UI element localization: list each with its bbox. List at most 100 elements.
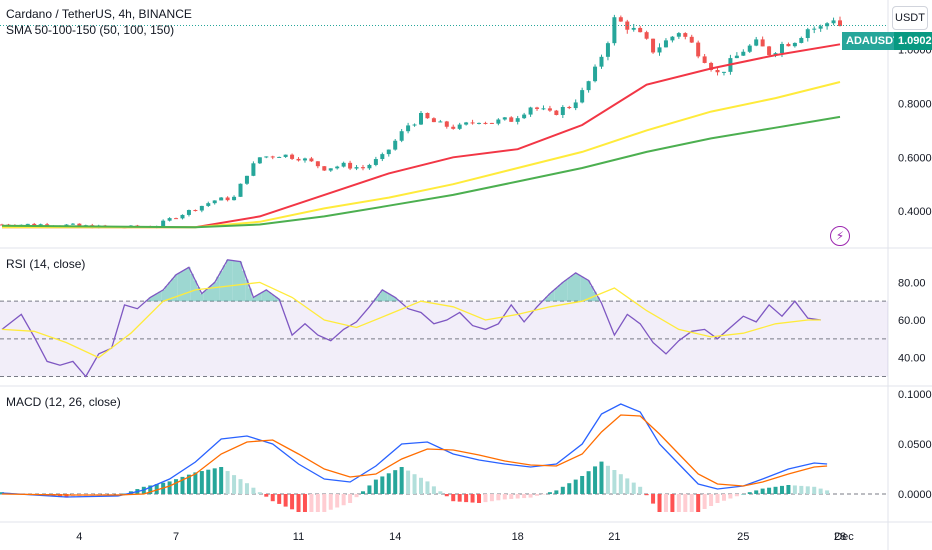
- candle-body: [186, 210, 191, 215]
- macd-histogram-bar: [528, 494, 533, 498]
- candle-body: [167, 218, 172, 221]
- candle-body: [599, 56, 604, 67]
- lightning-icon[interactable]: ⚡: [830, 226, 850, 246]
- candle-body: [244, 175, 249, 184]
- candle-body: [547, 108, 552, 111]
- macd-histogram-bar: [322, 494, 327, 512]
- time-tick-label: 18: [512, 531, 524, 543]
- macd-histogram-bar: [225, 471, 230, 494]
- macd-histogram-bar: [232, 475, 237, 494]
- macd-histogram-bar: [625, 478, 630, 494]
- candle-body: [554, 110, 559, 115]
- macd-histogram-bar: [148, 485, 153, 494]
- candle-body: [825, 23, 830, 27]
- candle-body: [792, 42, 797, 47]
- macd-legend: MACD (12, 26, close): [6, 394, 121, 410]
- candle-body: [219, 197, 224, 201]
- candle-body: [470, 122, 475, 124]
- macd-histogram-bar: [715, 494, 720, 503]
- candle-body: [670, 36, 675, 41]
- macd-histogram-bar: [212, 468, 217, 494]
- time-tick-label: 14: [389, 531, 401, 543]
- macd-histogram-bar: [502, 494, 507, 500]
- macd-histogram-bar: [386, 473, 391, 494]
- candle-body: [657, 47, 662, 53]
- macd-histogram-bar: [560, 486, 565, 494]
- sma-legend: SMA 50-100-150 (50, 100, 150): [6, 23, 175, 37]
- candle-body: [560, 106, 565, 115]
- candle-body: [618, 17, 623, 22]
- macd-histogram-bar: [438, 491, 443, 494]
- macd-histogram-bar: [180, 476, 185, 494]
- macd-histogram-bar: [244, 483, 249, 494]
- macd-histogram-bar: [302, 494, 307, 512]
- candle-body: [586, 81, 591, 91]
- macd-histogram-bar: [689, 494, 694, 512]
- rsi-series-1: [1, 259, 821, 378]
- macd-histogram-bar: [747, 492, 752, 494]
- candle-body: [412, 124, 417, 126]
- macd-series-2: [1, 414, 828, 496]
- macd-histogram-bar: [431, 486, 436, 494]
- macd-histogram-bar: [354, 494, 359, 498]
- macd-histogram-bar: [199, 471, 204, 494]
- macd-histogram-bar: [270, 494, 275, 502]
- candle-body: [64, 224, 69, 226]
- macd-histogram-bar: [489, 494, 494, 502]
- macd-histogram-bar: [206, 469, 211, 494]
- candle-body: [651, 38, 656, 53]
- candle-body: [689, 36, 694, 43]
- macd-histogram-bar: [399, 467, 404, 494]
- macd-histogram-bar: [496, 494, 501, 501]
- candle-body: [367, 164, 372, 169]
- macd-series-1: [1, 403, 828, 498]
- candle-body: [799, 37, 804, 43]
- macd-histogram-bar: [315, 494, 320, 512]
- macd-histogram-bar: [663, 494, 668, 512]
- time-tick-label: 28: [834, 531, 846, 543]
- candle-body: [70, 223, 75, 225]
- candle-body: [315, 161, 320, 167]
- candle-body: [631, 27, 636, 30]
- candle-body: [838, 20, 842, 26]
- macd-histogram-bar: [257, 492, 262, 494]
- candle-body: [509, 117, 514, 122]
- macd-histogram-bar: [702, 494, 707, 509]
- macd-histogram-bar: [593, 466, 598, 494]
- macd-histogram-bar: [541, 494, 546, 495]
- sma-line-1: [2, 43, 841, 229]
- candle-body: [754, 39, 759, 46]
- macd-histogram-bar: [754, 490, 759, 494]
- macd-histogram-bar: [741, 494, 746, 495]
- macd-histogram-bar: [309, 494, 314, 512]
- rsi-pane: [0, 259, 888, 378]
- candle-body: [663, 40, 668, 48]
- macd-histogram-bar: [547, 492, 552, 494]
- candle-body: [251, 163, 256, 176]
- price-pane: [0, 14, 888, 229]
- macd-histogram-bar: [419, 477, 423, 494]
- macd-tick-label: 0.0500: [898, 439, 932, 451]
- macd-histogram-bar: [154, 484, 159, 494]
- macd-pane: [0, 403, 888, 512]
- macd-histogram-bar: [360, 491, 365, 494]
- axes: 1.00000.80000.60000.400080.0060.0040.000…: [76, 45, 931, 543]
- time-tick-label: 4: [76, 531, 82, 543]
- candle-body: [760, 39, 765, 47]
- macd-histogram-bar: [457, 494, 462, 502]
- macd-histogram-bar: [238, 479, 243, 494]
- sma-line-2: [2, 81, 841, 229]
- candle-body: [277, 156, 282, 158]
- macd-histogram-bar: [573, 479, 578, 494]
- rsi-series-2: [1, 281, 821, 359]
- time-tick-label: 21: [608, 531, 620, 543]
- candle-body: [257, 157, 262, 164]
- candle-body: [161, 220, 166, 227]
- currency-button[interactable]: USDT: [892, 6, 928, 30]
- price-tick-label: 0.8000: [898, 98, 932, 110]
- macd-histogram-bar: [567, 483, 572, 494]
- candle-body: [638, 27, 643, 33]
- rsi-tick-label: 60.00: [898, 315, 926, 327]
- rsi-tick-label: 40.00: [898, 353, 926, 365]
